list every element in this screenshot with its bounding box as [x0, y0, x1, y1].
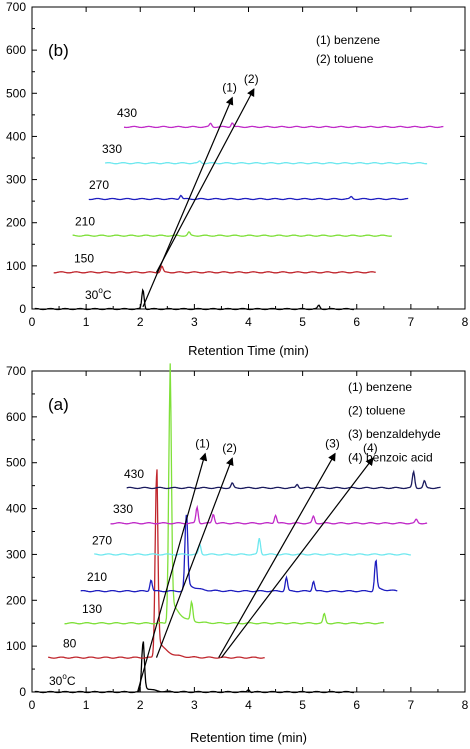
series-label: 210	[75, 215, 95, 229]
series-label: 130	[82, 602, 102, 616]
series-label: 270	[92, 533, 112, 547]
series-trace-80	[48, 469, 265, 659]
series-label: 330	[102, 142, 122, 156]
x-tick-label: 0	[29, 698, 36, 712]
series-label: 80	[63, 637, 77, 651]
x-tick-label: 2	[137, 698, 144, 712]
x-axis-label: Retention time (min)	[190, 730, 307, 745]
x-tick-label: 2	[137, 315, 144, 329]
panel-label: (a)	[48, 395, 69, 414]
x-tick-label: 1	[83, 315, 90, 329]
series-trace-430	[123, 122, 444, 129]
annotation-label: (2)	[244, 72, 259, 86]
series-label: 150	[74, 251, 94, 265]
x-tick-label: 6	[353, 698, 360, 712]
annotation-label: (1)	[195, 437, 210, 451]
x-tick-label: 0	[29, 315, 36, 329]
y-tick-label: 100	[6, 259, 26, 273]
annotation-arrow	[220, 457, 374, 658]
y-tick-label: 500	[6, 86, 26, 100]
annotation-label: (3)	[325, 437, 340, 451]
x-tick-label: 5	[299, 698, 306, 712]
series-label: 430	[117, 106, 137, 120]
legend-entry: (4) benzoic acid	[348, 451, 433, 465]
x-tick-label: 3	[191, 698, 198, 712]
plot-frame	[31, 6, 466, 310]
series-trace-330	[104, 160, 428, 165]
y-tick-label: 100	[6, 639, 26, 653]
annotation-arrow	[142, 96, 234, 308]
annotation-label: (2)	[222, 441, 237, 455]
series-label: 30oC	[49, 672, 76, 688]
legend-entry: (2) toluene	[348, 404, 406, 418]
y-tick-label: 700	[6, 364, 26, 378]
y-tick-label: 300	[6, 547, 26, 561]
y-tick-label: 300	[6, 173, 26, 187]
legend-entry: (1) benzene	[316, 33, 380, 47]
annotation-label: (4)	[363, 441, 378, 455]
annotation-arrow	[155, 88, 255, 273]
x-tick-label: 7	[408, 698, 415, 712]
x-tick-label: 4	[245, 698, 252, 712]
x-tick-label: 3	[191, 315, 198, 329]
y-tick-label: 600	[6, 410, 26, 424]
series-label: 270	[89, 178, 109, 192]
series-label: 30oC	[85, 286, 112, 302]
series-trace-210	[72, 230, 392, 237]
series-trace-270	[88, 194, 409, 201]
series-label: 430	[124, 467, 144, 481]
x-tick-label: 6	[353, 315, 360, 329]
x-axis-label: Retention Time (min)	[188, 343, 309, 358]
x-tick-label: 8	[462, 698, 469, 712]
annotation-arrow	[136, 452, 208, 693]
series-label: 210	[87, 570, 107, 584]
series-trace-210	[80, 514, 398, 593]
series-trace-150	[53, 265, 376, 274]
y-tick-label: 400	[6, 129, 26, 143]
y-tick-label: 0	[19, 302, 26, 316]
chart-panel-b: 0 1 2 3 4 5 6 7 8 0 100 200 300 400 500 600 700 Retention…	[6, 0, 469, 358]
series-trace-30C	[34, 288, 354, 311]
annotation-arrow	[218, 452, 336, 658]
annotation-label: (1)	[222, 81, 237, 95]
x-tick-label: 7	[408, 315, 415, 329]
legend-entry: (3) benzaldehyde	[348, 427, 441, 441]
annotation-arrow	[155, 457, 234, 658]
y-tick-label: 400	[6, 502, 26, 516]
series-trace-130	[64, 363, 384, 625]
x-tick-label: 1	[83, 698, 90, 712]
series-trace-30C	[34, 641, 354, 694]
y-tick-label: 200	[6, 216, 26, 230]
y-tick-label: 600	[6, 43, 26, 57]
x-tick-label: 4	[245, 315, 252, 329]
y-tick-label: 200	[6, 593, 26, 607]
y-tick-label: 500	[6, 456, 26, 470]
panel-label: (b)	[48, 41, 69, 60]
series-trace-330	[110, 504, 428, 525]
y-tick-label: 700	[6, 0, 26, 14]
legend-entry: (2) toluene	[316, 52, 374, 66]
series-trace-270	[94, 538, 411, 556]
chart-panel-a: 0 1 2 3 4 5 6 7 80100200300400500600700Retention…	[6, 363, 469, 745]
x-tick-label: 5	[299, 315, 306, 329]
y-tick-label: 0	[19, 685, 26, 699]
series-label: 330	[113, 502, 133, 516]
plot-frame	[31, 370, 466, 693]
x-tick-label: 8	[462, 315, 469, 329]
series-trace-430	[126, 469, 441, 490]
legend-entry: (1) benzene	[348, 380, 412, 394]
